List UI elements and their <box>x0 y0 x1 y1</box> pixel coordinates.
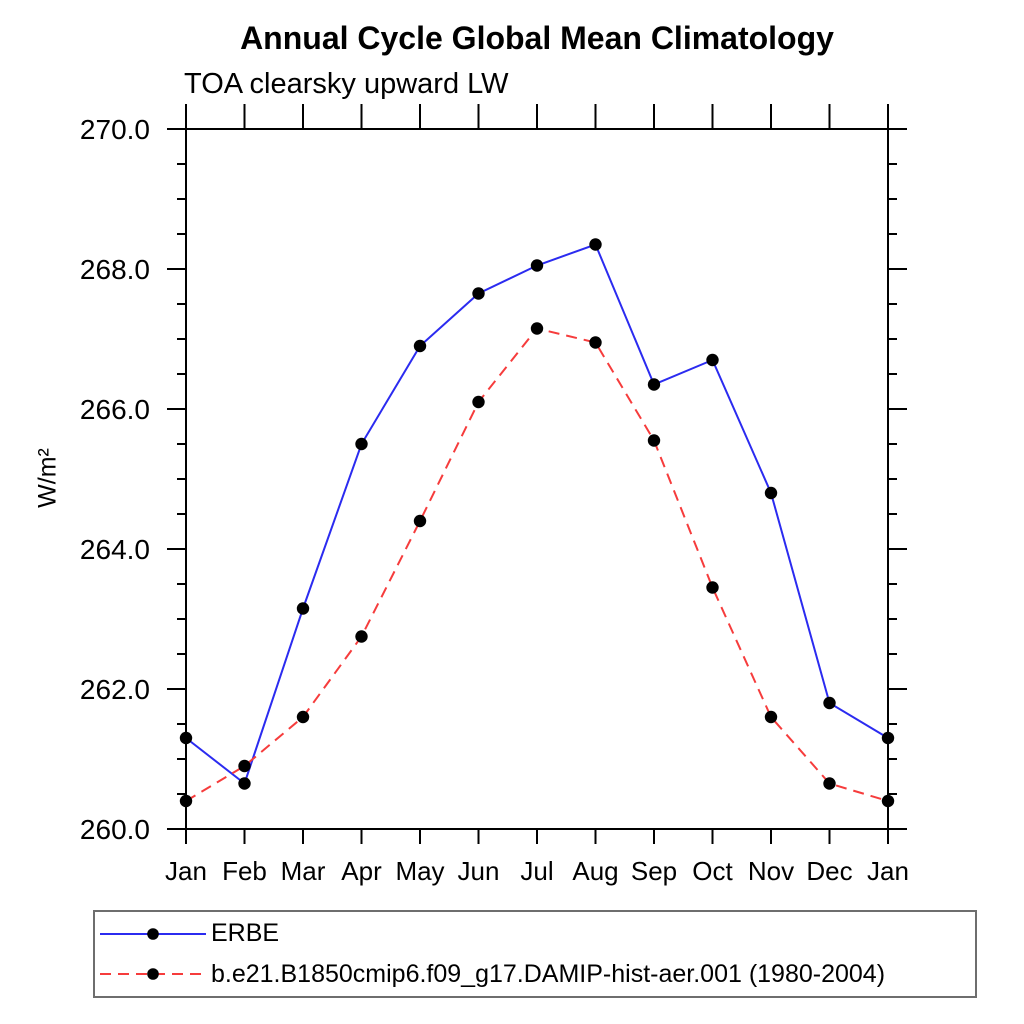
svg-text:Apr: Apr <box>341 856 382 886</box>
series-erbe <box>179 238 895 790</box>
svg-text:Sep: Sep <box>631 856 677 886</box>
chart-subtitle: TOA clearsky upward LW <box>184 68 509 100</box>
svg-text:Dec: Dec <box>806 856 852 886</box>
svg-text:Jan: Jan <box>867 856 909 886</box>
data-point <box>881 794 895 808</box>
data-point <box>472 395 485 409</box>
y-axis-ticks <box>167 128 907 830</box>
y-axis-label: W/m² <box>33 448 62 508</box>
svg-text:270.0: 270.0 <box>80 114 150 145</box>
data-point <box>530 322 544 335</box>
data-point <box>589 336 602 349</box>
series-model <box>179 322 895 808</box>
svg-text:Jul: Jul <box>520 856 553 886</box>
legend-entry-model: b.e21.B1850cmip6.f09_g17.DAMIP-hist-aer.… <box>95 955 975 993</box>
legend-label-model: b.e21.B1850cmip6.f09_g17.DAMIP-hist-aer.… <box>211 959 886 988</box>
svg-text:268.0: 268.0 <box>80 254 150 285</box>
svg-text:260.0: 260.0 <box>80 814 150 845</box>
legend-label-erbe: ERBE <box>211 919 280 948</box>
svg-text:Mar: Mar <box>281 856 326 886</box>
axis-frame <box>185 128 889 830</box>
y-axis-tick-labels: 260.0 262.0 264.0 266.0 268.0 270.0 <box>80 114 150 845</box>
svg-text:Aug: Aug <box>572 856 618 886</box>
data-point <box>179 794 193 808</box>
data-point <box>355 437 368 451</box>
svg-text:Oct: Oct <box>692 856 733 886</box>
data-point <box>238 777 251 790</box>
data-point <box>413 514 427 528</box>
chart-title: Annual Cycle Global Mean Climatology <box>240 20 834 56</box>
data-point <box>764 486 778 500</box>
legend-swatch-model <box>100 968 206 981</box>
data-point <box>179 731 193 745</box>
data-point <box>530 259 544 272</box>
legend-entry-erbe: ERBE <box>95 915 975 953</box>
svg-text:Jan: Jan <box>165 856 207 886</box>
data-point <box>647 434 661 447</box>
legend-swatch-erbe <box>100 927 206 940</box>
data-point <box>413 339 427 353</box>
data-point <box>589 238 602 251</box>
data-point <box>296 710 310 724</box>
data-point <box>706 353 719 367</box>
svg-text:May: May <box>395 856 444 886</box>
data-point <box>472 287 485 300</box>
data-point <box>296 602 310 615</box>
data-point <box>881 731 895 745</box>
data-point <box>764 710 778 724</box>
svg-text:264.0: 264.0 <box>80 534 150 565</box>
data-point <box>823 777 836 790</box>
legend-box: ERBE b.e21.B1850cmip6.f09_g17.DAMIP-hist… <box>93 910 977 998</box>
x-axis-ticks <box>185 104 889 844</box>
svg-text:Nov: Nov <box>748 856 794 886</box>
svg-text:Feb: Feb <box>222 856 267 886</box>
x-axis-tick-labels: Jan Feb Mar Apr May Jun Jul Aug Sep Oct Nov Dec Jan <box>165 856 909 886</box>
data-point <box>238 759 251 773</box>
data-point <box>706 581 719 594</box>
svg-text:262.0: 262.0 <box>80 674 150 705</box>
svg-text:266.0: 266.0 <box>80 394 150 425</box>
svg-text:Jun: Jun <box>458 856 500 886</box>
data-point <box>647 378 661 391</box>
data-point <box>355 630 368 643</box>
data-point <box>823 696 836 710</box>
